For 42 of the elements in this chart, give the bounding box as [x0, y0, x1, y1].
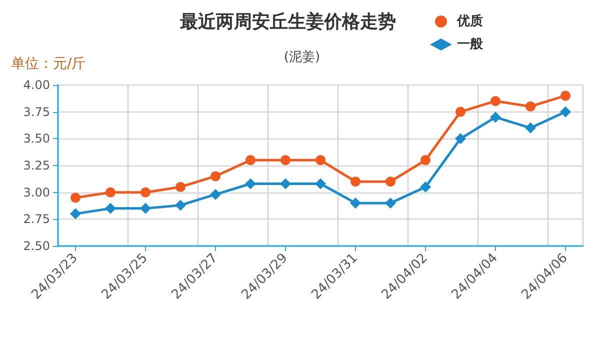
y-tick-label: 4.00	[23, 78, 50, 92]
point	[526, 101, 536, 112]
point	[70, 192, 80, 203]
point	[175, 200, 186, 211]
point	[420, 181, 431, 192]
point	[210, 188, 221, 200]
point	[280, 155, 290, 166]
point	[246, 155, 256, 166]
point	[385, 198, 396, 209]
point	[525, 122, 536, 134]
point	[560, 106, 571, 118]
point	[280, 178, 291, 190]
point	[245, 178, 256, 190]
y-tick-label: 2.50	[23, 239, 50, 253]
point	[490, 96, 500, 106]
y-tick-label: 3.50	[23, 132, 50, 146]
point	[315, 178, 326, 190]
y-tick-label: 3.75	[23, 104, 50, 119]
point	[560, 90, 570, 101]
point	[350, 198, 361, 209]
legend-label: 优质	[456, 13, 483, 29]
point	[140, 187, 150, 198]
chart-title: 最近两周安丘生姜价格走势	[179, 10, 396, 32]
point	[105, 202, 116, 214]
point	[420, 155, 430, 166]
point	[140, 202, 151, 214]
point	[316, 155, 326, 166]
point	[210, 171, 220, 182]
point	[350, 176, 360, 187]
y-tick-label: 3.00	[23, 185, 50, 200]
point	[455, 133, 466, 144]
point	[386, 176, 396, 187]
chart-subtitle: (泥姜)	[284, 49, 320, 65]
y-axis-title: 单位：元/斤	[11, 56, 86, 72]
point	[176, 182, 186, 192]
legend-label: 一般	[457, 37, 484, 52]
y-tick-label: 3.25	[23, 158, 50, 172]
point	[106, 187, 116, 198]
point	[490, 112, 501, 123]
point	[456, 106, 466, 117]
y-tick-label: 2.75	[23, 212, 50, 226]
point	[70, 208, 81, 220]
